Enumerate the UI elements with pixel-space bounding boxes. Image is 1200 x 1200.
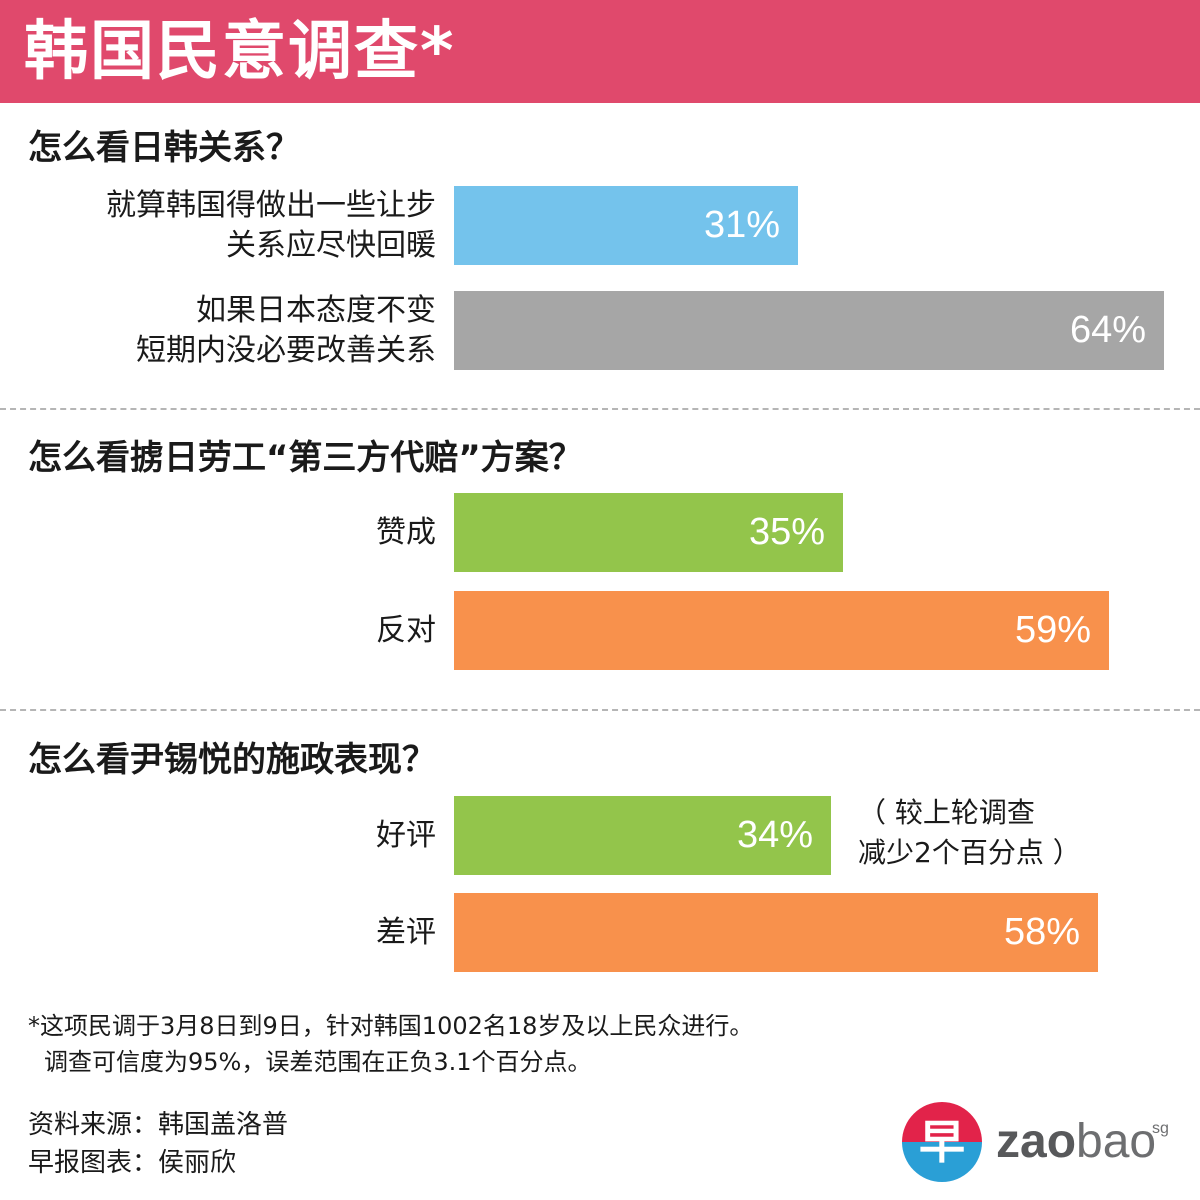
bar-label-line: 赞成 [376, 514, 436, 550]
bar-label-line: 短期内没必要改善关系 [136, 332, 436, 368]
zaobao-logo: 早 zaobao sg [902, 1102, 1182, 1182]
bar: 59% [454, 591, 1109, 670]
section-divider [0, 709, 1200, 711]
bar: 35% [454, 493, 843, 572]
bar-value-label: 59% [1014, 609, 1091, 651]
question-title: 怎么看尹锡悦的施政表现？ [28, 740, 436, 780]
bar: 58% [454, 893, 1098, 972]
bar-value-label: 64% [1069, 309, 1146, 351]
bar-value-label: 34% [736, 814, 813, 856]
graphic-credit: 早报图表：侯丽欣 [28, 1148, 237, 1178]
logo-emblem: 早 [902, 1102, 982, 1182]
header-banner: 韩国民意调查* [0, 0, 1200, 103]
bar-value-label: 58% [1003, 911, 1080, 953]
bar-label: 就算韩国得做出一些让步关系应尽快回暖 [106, 186, 436, 266]
bar: 31% [454, 186, 798, 265]
bar-value-label: 31% [703, 204, 780, 246]
question-title: 怎么看掳日劳工“第三方代赔”方案？ [28, 438, 583, 478]
logo-wordmark-bold: zao [996, 1115, 1077, 1168]
logo-wordmark: zaobao [996, 1112, 1156, 1172]
question-title: 怎么看日韩关系？ [28, 128, 300, 168]
annotation-line: 减少2个百分点 ） [858, 836, 1081, 869]
bar-label: 反对 [376, 611, 436, 651]
bar-label-line: 差评 [376, 914, 436, 950]
bar-label: 如果日本态度不变短期内没必要改善关系 [136, 291, 436, 371]
bar-value-label: 35% [748, 511, 825, 553]
logo-suffix: sg [1152, 1120, 1169, 1137]
bar-label-line: 反对 [376, 612, 436, 648]
bar: 64% [454, 291, 1164, 370]
footnote-line-2: 调查可信度为95%，误差范围在正负3.1个百分点。 [44, 1048, 592, 1076]
bar-label: 差评 [376, 913, 436, 953]
source-credit: 资料来源：韩国盖洛普 [28, 1110, 289, 1140]
logo-wordmark-light: bao [1076, 1115, 1157, 1168]
bar-label-line: 关系应尽快回暖 [226, 227, 436, 263]
bar-label: 赞成 [376, 513, 436, 553]
survey-footnote: *这项民调于3月8日到9日，针对韩国1002名18岁及以上民众进行。 调查可信度… [28, 1008, 753, 1080]
footnote-line-1: *这项民调于3月8日到9日，针对韩国1002名18岁及以上民众进行。 [28, 1012, 754, 1040]
bar-label-line: 好评 [376, 817, 436, 853]
bar-label: 好评 [376, 816, 436, 856]
annotation-line: （ 较上轮调查 [858, 796, 1035, 829]
page-title: 韩国民意调查* [24, 15, 456, 89]
credits: 资料来源：韩国盖洛普 早报图表：侯丽欣 [28, 1106, 288, 1182]
bar-label-line: 如果日本态度不变 [196, 292, 436, 328]
bar-label-line: 就算韩国得做出一些让步 [106, 187, 436, 223]
change-annotation: （ 较上轮调查 减少2个百分点 ） [858, 793, 1081, 873]
section-divider [0, 408, 1200, 410]
bar: 34% [454, 796, 831, 875]
